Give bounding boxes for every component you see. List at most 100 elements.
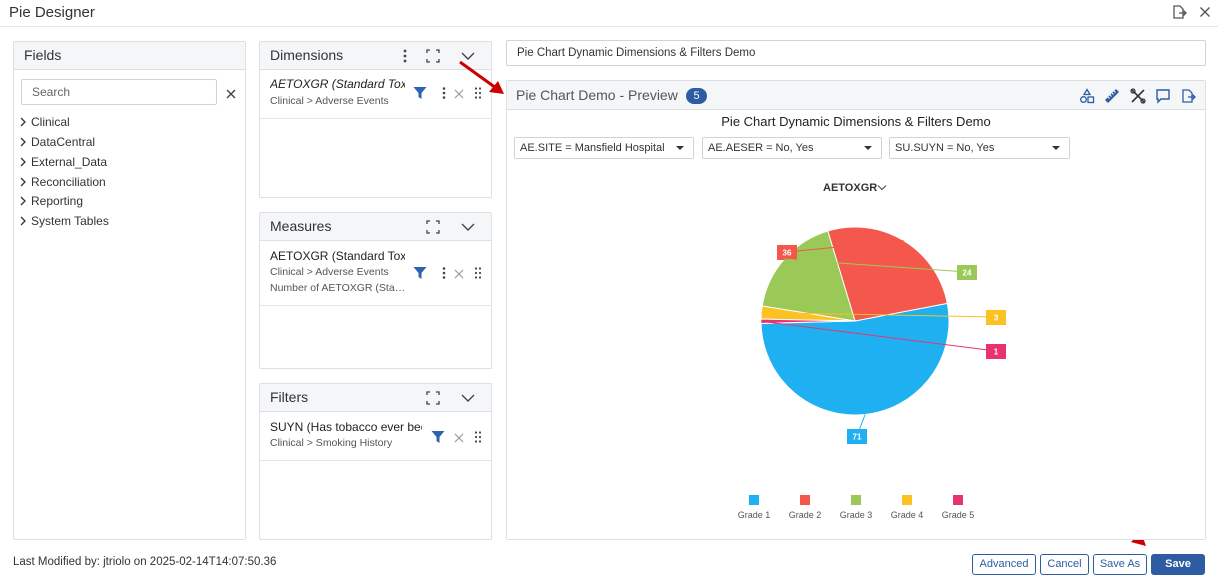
annotation-arrow-icon: [459, 60, 504, 94]
expand-icon[interactable]: [425, 219, 441, 235]
chevron-right-icon: [20, 137, 26, 147]
drag-handle-icon[interactable]: [471, 86, 485, 100]
pie-label-connector: [761, 312, 997, 318]
chevron-right-icon: [20, 157, 26, 167]
measure-item-path: Clinical > Adverse Events: [270, 266, 389, 278]
dimension-item-title: AETOXGR (Standard Toxicity: [270, 77, 405, 91]
export-icon[interactable]: [1171, 4, 1187, 20]
chevron-right-icon: [20, 216, 26, 226]
fields-panel: Fields Clinical DataCentral External_Dat…: [13, 41, 246, 540]
caret-down-icon: [1052, 146, 1060, 150]
fields-search-input[interactable]: [21, 79, 217, 105]
more-vertical-icon[interactable]: [397, 48, 413, 64]
tools-icon[interactable]: [1130, 88, 1146, 104]
pie-data-label: 36: [783, 249, 792, 258]
shapes-icon[interactable]: [1079, 88, 1095, 104]
legend-label[interactable]: Grade 5: [942, 510, 975, 520]
filters-panel: Filters SUYN (Has tobacco ever been u Cl…: [259, 383, 492, 540]
measures-panel-title: Measures: [270, 218, 332, 234]
fields-panel-title: Fields: [24, 47, 62, 63]
pie-label-connector: [786, 240, 904, 253]
dimension-item[interactable]: AETOXGR (Standard Toxicity Clinical > Ad…: [260, 71, 491, 119]
pie-label-box: [957, 265, 977, 280]
pie-data-label: 24: [963, 269, 972, 278]
dimension-item-path: Clinical > Adverse Events: [270, 95, 389, 107]
pie-label-box: [986, 310, 1006, 325]
measures-panel: Measures AETOXGR (Standard Toxicity Clin…: [259, 212, 492, 369]
aeser-filter-select[interactable]: AE.AESER = No, Yes: [702, 137, 882, 159]
chevron-down-icon[interactable]: [460, 390, 476, 406]
pie-data-label: 3: [994, 314, 999, 323]
pie-slice-2[interactable]: [827, 226, 948, 322]
expand-icon[interactable]: [425, 48, 441, 64]
legend-swatch[interactable]: [902, 495, 912, 505]
filter-icon[interactable]: [413, 86, 427, 100]
pie-data-label: 1: [994, 348, 999, 357]
pie-label-connector: [760, 320, 997, 352]
dimensions-panel-header: Dimensions: [260, 42, 491, 70]
pie-data-label: 71: [853, 433, 862, 442]
chevron-down-icon[interactable]: [460, 219, 476, 235]
measure-item[interactable]: AETOXGR (Standard Toxicity Clinical > Ad…: [260, 242, 491, 306]
measure-item-aggregation: Number of AETOXGR (Stand...: [270, 282, 406, 294]
dimensions-panel-title: Dimensions: [270, 47, 344, 63]
site-filter-select[interactable]: AE.SITE = Mansfield Hospital: [514, 137, 694, 159]
filter-icon[interactable]: [413, 266, 427, 280]
save-as-button[interactable]: Save As: [1093, 554, 1147, 575]
comment-icon[interactable]: [1155, 88, 1171, 104]
chart-heading: Pie Chart Dynamic Dimensions & Filters D…: [721, 114, 991, 129]
legend-swatch[interactable]: [953, 495, 963, 505]
chevron-down-icon: [877, 185, 887, 191]
filters-panel-header: Filters: [260, 384, 491, 412]
filter-item[interactable]: SUYN (Has tobacco ever been u Clinical >…: [260, 413, 491, 461]
pie-slice-1[interactable]: [760, 302, 950, 416]
preview-panel: Pie Chart Demo - Preview 5 Pie Chart Dyn…: [506, 80, 1206, 540]
chevron-right-icon: [20, 196, 26, 206]
measure-item-title: AETOXGR (Standard Toxicity: [270, 249, 405, 263]
caret-down-icon: [676, 146, 684, 150]
legend-swatch[interactable]: [749, 495, 759, 505]
filter-item-title: SUYN (Has tobacco ever been u: [270, 420, 422, 434]
remove-icon[interactable]: [452, 431, 466, 445]
clear-search-icon[interactable]: [224, 87, 238, 101]
save-button[interactable]: Save: [1151, 554, 1205, 575]
suyn-filter-select[interactable]: SU.SUYN = No, Yes: [889, 137, 1070, 159]
pie-label-box: [847, 429, 867, 444]
drag-handle-icon[interactable]: [471, 430, 485, 444]
app-title: Pie Designer: [9, 4, 95, 21]
legend-label[interactable]: Grade 4: [891, 510, 924, 520]
more-vertical-icon[interactable]: [437, 266, 451, 280]
remove-icon[interactable]: [452, 87, 466, 101]
filter-icon[interactable]: [431, 430, 445, 444]
title-bar: Pie Designer: [0, 0, 1218, 27]
legend-swatch[interactable]: [800, 495, 810, 505]
filter-item-path: Clinical > Smoking History: [270, 437, 393, 449]
ruler-icon[interactable]: [1104, 88, 1120, 104]
chart-name-input[interactable]: Pie Chart Dynamic Dimensions & Filters D…: [506, 40, 1206, 66]
more-vertical-icon[interactable]: [437, 86, 451, 100]
dimension-selector[interactable]: AETOXGR: [823, 182, 887, 194]
pie-slice-5[interactable]: [760, 318, 856, 324]
remove-icon[interactable]: [452, 267, 466, 281]
expand-icon[interactable]: [425, 390, 441, 406]
advanced-button[interactable]: Advanced: [972, 554, 1036, 575]
chevron-right-icon: [20, 177, 26, 187]
legend-label[interactable]: Grade 1: [738, 510, 771, 520]
chevron-down-icon[interactable]: [460, 48, 476, 64]
dimensions-panel: Dimensions AETOXGR (Standard Toxicity Cl…: [259, 41, 492, 198]
close-icon[interactable]: [1197, 4, 1213, 20]
drag-handle-icon[interactable]: [471, 266, 485, 280]
cancel-button[interactable]: Cancel: [1040, 554, 1089, 575]
legend-swatch[interactable]: [851, 495, 861, 505]
export-icon[interactable]: [1180, 88, 1196, 104]
legend-label[interactable]: Grade 3: [840, 510, 873, 520]
preview-title: Pie Chart Demo - Preview: [516, 87, 678, 103]
caret-down-icon: [864, 146, 872, 150]
preview-badge: 5: [686, 88, 707, 104]
preview-panel-header: Pie Chart Demo - Preview 5: [507, 81, 1205, 110]
chevron-right-icon: [20, 117, 26, 127]
legend-label[interactable]: Grade 2: [789, 510, 822, 520]
pie-chart: 71 36 24 3 1 Grade 1 Grade 2 Grade 3 Grade 4 Grad…: [738, 226, 1006, 520]
measures-panel-header: Measures: [260, 213, 491, 241]
pie-label-box: [777, 245, 797, 260]
